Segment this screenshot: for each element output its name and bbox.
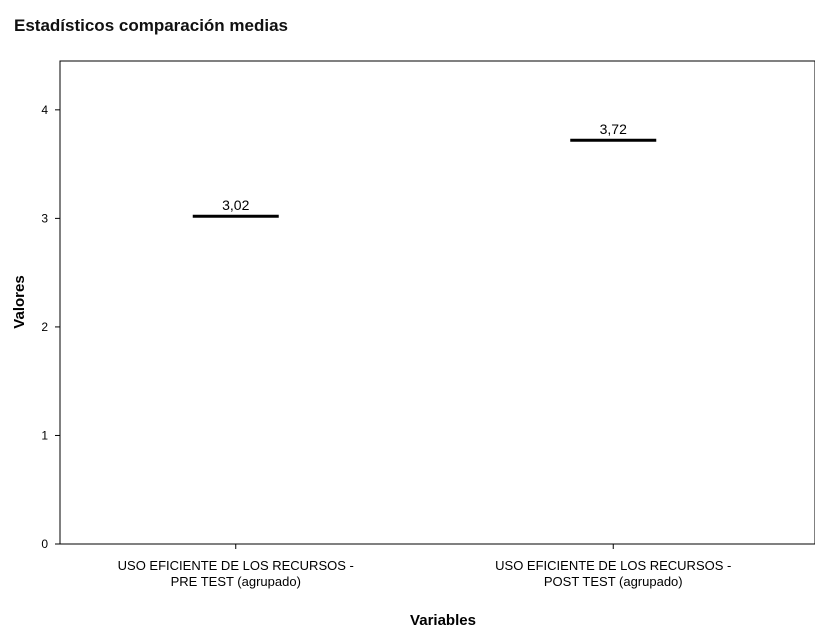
x-axis-title: Variables: [410, 612, 476, 628]
x-axis: USO EFICIENTE DE LOS RECURSOS -PRE TEST …: [118, 544, 731, 589]
x-tick-label: USO EFICIENTE DE LOS RECURSOS -: [118, 558, 354, 573]
plot-frame: [59, 60, 815, 545]
y-tick-label: 0: [41, 537, 48, 551]
x-tick-label: PRE TEST (agrupado): [171, 574, 301, 589]
x-tick-label: USO EFICIENTE DE LOS RECURSOS -: [495, 558, 731, 573]
data-label: 3,02: [222, 197, 249, 213]
y-tick-label: 1: [41, 428, 48, 442]
mean-markers: 3,02 3,72: [192, 121, 657, 218]
y-axis-title: Valores: [11, 275, 28, 328]
y-tick-label: 4: [41, 103, 48, 117]
data-label: 3,72: [600, 121, 627, 137]
y-axis: 0 1 2 3 4: [41, 103, 60, 551]
x-tick-label: POST TEST (agrupado): [544, 574, 683, 589]
chart-title: Estadísticos comparación medias: [14, 16, 288, 35]
y-tick-label: 2: [41, 320, 48, 334]
y-tick-label: 3: [41, 211, 48, 225]
